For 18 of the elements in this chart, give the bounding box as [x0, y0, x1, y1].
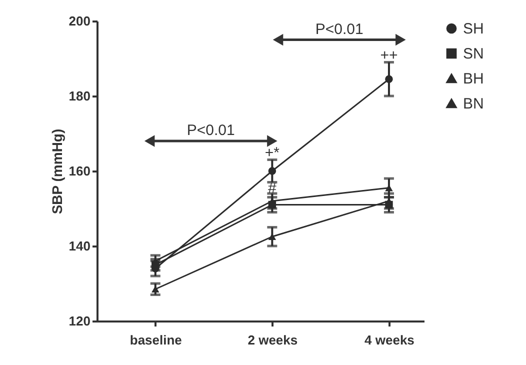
y-tick-label: 120: [68, 314, 90, 328]
x-tick-label: baseline: [130, 332, 182, 348]
annotation: P<0.01: [186, 122, 235, 139]
legend-label: BN: [463, 96, 484, 112]
annotation: +*: [264, 144, 280, 162]
y-tick-label: 160: [68, 164, 90, 178]
legend-label: BH: [463, 70, 484, 88]
annotation: ++: [380, 46, 398, 64]
legend-label: SH: [463, 20, 484, 38]
y-axis-title: SBP (mmHg): [48, 128, 65, 214]
y-tick-label: 180: [68, 88, 90, 104]
y-tick-label: 200: [68, 14, 90, 28]
y-tick-label: 140: [68, 238, 90, 254]
legend-label: SN: [463, 46, 484, 62]
annotation: #: [268, 180, 278, 197]
annotation: P<0.01: [315, 20, 364, 38]
x-tick-label: 2 weeks: [248, 332, 298, 348]
x-tick-label: 4 weeks: [364, 332, 414, 348]
